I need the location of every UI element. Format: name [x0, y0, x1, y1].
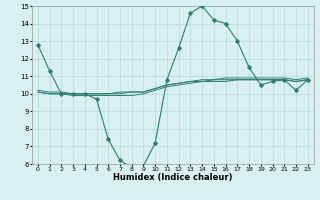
X-axis label: Humidex (Indice chaleur): Humidex (Indice chaleur) — [113, 173, 233, 182]
